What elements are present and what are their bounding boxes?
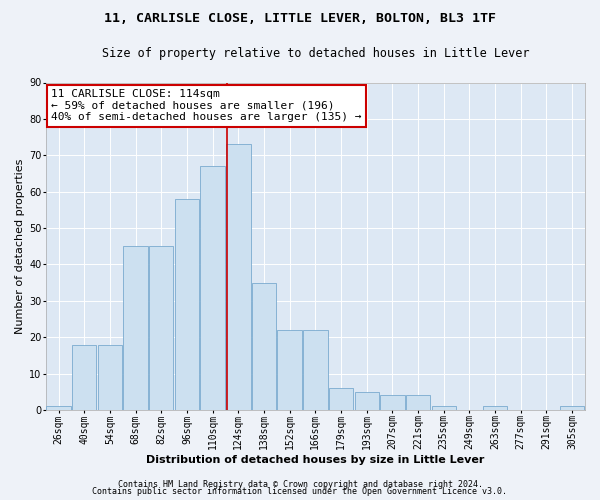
- Y-axis label: Number of detached properties: Number of detached properties: [15, 158, 25, 334]
- Text: Contains HM Land Registry data © Crown copyright and database right 2024.: Contains HM Land Registry data © Crown c…: [118, 480, 482, 489]
- Bar: [380, 396, 404, 410]
- Bar: [175, 199, 199, 410]
- Text: Contains public sector information licensed under the Open Government Licence v3: Contains public sector information licen…: [92, 487, 508, 496]
- Bar: [406, 396, 430, 410]
- Text: 11 CARLISLE CLOSE: 114sqm
← 59% of detached houses are smaller (196)
40% of semi: 11 CARLISLE CLOSE: 114sqm ← 59% of detac…: [51, 89, 362, 122]
- Bar: [277, 330, 302, 410]
- Bar: [124, 246, 148, 410]
- Bar: [226, 144, 251, 410]
- Bar: [560, 406, 584, 410]
- X-axis label: Distribution of detached houses by size in Little Lever: Distribution of detached houses by size …: [146, 455, 485, 465]
- Bar: [98, 344, 122, 410]
- Bar: [252, 282, 276, 410]
- Bar: [431, 406, 456, 410]
- Bar: [46, 406, 71, 410]
- Title: Size of property relative to detached houses in Little Lever: Size of property relative to detached ho…: [101, 48, 529, 60]
- Text: 11, CARLISLE CLOSE, LITTLE LEVER, BOLTON, BL3 1TF: 11, CARLISLE CLOSE, LITTLE LEVER, BOLTON…: [104, 12, 496, 26]
- Bar: [303, 330, 328, 410]
- Bar: [483, 406, 508, 410]
- Bar: [72, 344, 97, 410]
- Bar: [149, 246, 173, 410]
- Bar: [329, 388, 353, 410]
- Bar: [355, 392, 379, 410]
- Bar: [200, 166, 225, 410]
